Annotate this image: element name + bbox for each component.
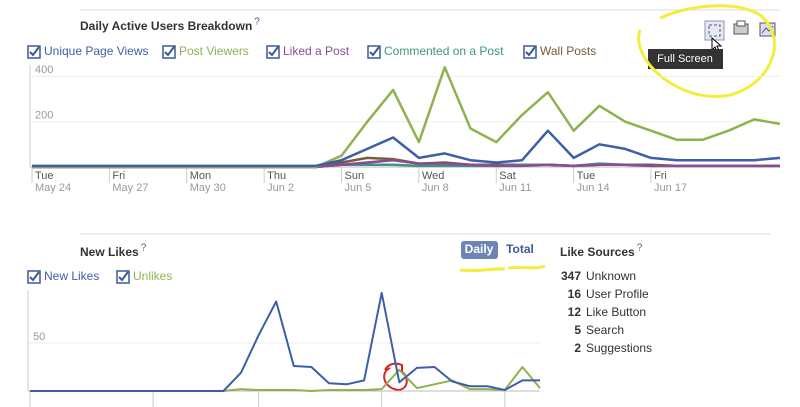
source-count: 12: [568, 305, 582, 319]
checkmark: [29, 271, 40, 282]
x-tick-date: Jun 14: [577, 182, 610, 194]
x-tick-date: May 30: [190, 182, 226, 194]
legend-label: Unique Page Views: [44, 44, 149, 58]
checkmark: [164, 46, 175, 57]
source-count: 347: [561, 269, 581, 283]
help-link[interactable]: ?: [637, 243, 643, 254]
tooltip: Full Screen: [657, 53, 713, 65]
source-label: Like Button: [586, 305, 646, 319]
legend-label: Wall Posts: [540, 44, 596, 58]
legend-label: New Likes: [44, 269, 99, 283]
source-count: 5: [574, 323, 581, 337]
source-label: Suggestions: [586, 341, 652, 355]
help-link[interactable]: ?: [141, 243, 147, 254]
x-tick-weekday: Thu: [267, 170, 286, 182]
x-tick-date: May 27: [112, 182, 148, 194]
x-tick-date: Jun 17: [654, 182, 687, 194]
x-tick-weekday: Mon: [190, 170, 211, 182]
x-tick-date: Jun 11: [499, 182, 531, 194]
total-button[interactable]: Total: [506, 242, 534, 256]
chart-title: New Likes: [80, 245, 139, 259]
source-label: Search: [586, 323, 624, 337]
yellow-underline: [459, 264, 546, 273]
checkmark: [268, 46, 279, 57]
x-tick-weekday: Fri: [654, 170, 667, 182]
daily-button[interactable]: Daily: [465, 242, 494, 256]
checkmark: [525, 46, 536, 57]
y-tick-label: 400: [35, 64, 53, 76]
x-tick-weekday: Fri: [112, 170, 125, 182]
x-tick-weekday: Tue: [577, 170, 596, 182]
x-tick-date: Jun 2: [267, 182, 294, 194]
source-label: User Profile: [586, 287, 649, 301]
checkmark: [118, 271, 129, 282]
daily-button-bg: [461, 241, 498, 259]
red-circle: [383, 362, 408, 392]
print-button[interactable]: [733, 20, 749, 35]
series-line: [32, 129, 781, 168]
x-tick-weekday: Sat: [499, 170, 516, 182]
tooltip-box: [648, 49, 723, 69]
y-tick-label: 200: [35, 110, 53, 122]
help-link[interactable]: ?: [254, 17, 260, 28]
fullscreen-button[interactable]: [704, 20, 725, 41]
checkmark: [369, 46, 380, 57]
x-tick-weekday: Tue: [35, 170, 54, 182]
x-tick-weekday: Sun: [345, 170, 365, 182]
chart-title: Daily Active Users Breakdown: [80, 19, 252, 33]
checkmark: [29, 46, 40, 57]
x-tick-weekday: Wed: [422, 170, 444, 182]
source-count: 16: [568, 287, 582, 301]
series-line: [30, 366, 541, 392]
legend-label: Liked a Post: [283, 44, 350, 58]
source-count: 2: [574, 341, 581, 355]
source-label: Unknown: [586, 269, 636, 283]
yellow-circle: [637, 4, 776, 98]
legend-label: Commented on a Post: [384, 44, 504, 58]
x-tick-date: Jun 8: [422, 182, 449, 194]
like-sources-title: Like Sources: [560, 245, 635, 259]
y-tick-label: 50: [33, 331, 45, 343]
x-tick-date: Jun 5: [345, 182, 372, 194]
legend-label: Unlikes: [133, 269, 172, 283]
legend-label: Post Viewers: [179, 44, 249, 58]
x-tick-date: May 24: [35, 182, 71, 194]
series-line: [30, 291, 540, 392]
